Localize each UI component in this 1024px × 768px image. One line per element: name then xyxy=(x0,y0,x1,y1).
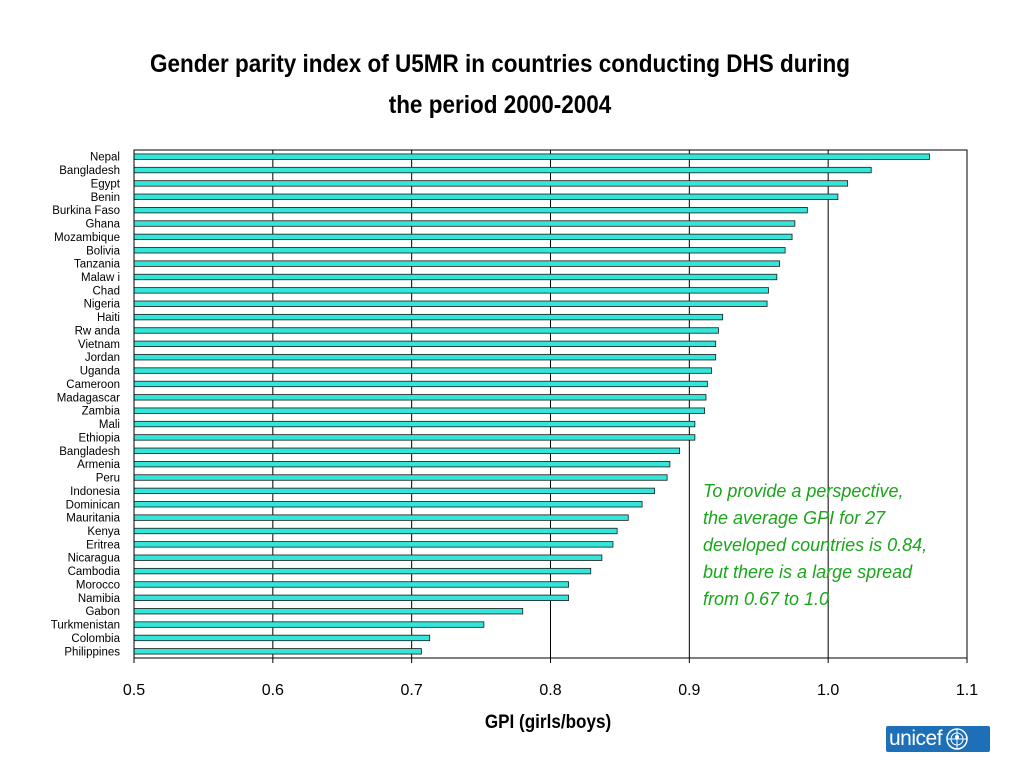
annotation-line: the average GPI for 27 xyxy=(703,508,886,528)
bar xyxy=(133,434,696,441)
bar xyxy=(133,407,706,414)
bar xyxy=(133,207,808,214)
annotation-line: from 0.67 to 1.0 xyxy=(703,589,830,609)
bar xyxy=(133,380,708,388)
x-axis-label: GPI (girls/boys) xyxy=(485,711,611,732)
category-label: Bangladesh xyxy=(59,446,120,458)
category-label: Burkina Faso xyxy=(52,205,120,217)
bar xyxy=(133,634,431,642)
category-label: Colombia xyxy=(71,633,120,645)
category-label: Madagascar xyxy=(57,392,120,404)
bar xyxy=(133,327,719,334)
bar xyxy=(133,220,796,227)
x-tick-label: 0.7 xyxy=(401,682,423,699)
bar xyxy=(133,394,707,401)
category-label: Nigeria xyxy=(84,299,121,311)
bar xyxy=(133,153,930,160)
unicef-emblem-icon xyxy=(946,728,968,750)
unicef-logo-text: unicef xyxy=(889,727,943,750)
bar xyxy=(133,514,629,521)
category-label: Turkmenistan xyxy=(51,620,120,632)
category-label: Dominican xyxy=(66,499,120,511)
category-label: Cameroon xyxy=(66,379,120,391)
category-label: Mauritania xyxy=(66,513,120,525)
annotation-line: but there is a large spread xyxy=(703,562,913,582)
annotation-line: To provide a perspective, xyxy=(703,481,904,501)
bar xyxy=(133,166,872,174)
category-label: Eritrea xyxy=(86,539,120,551)
bar xyxy=(133,287,769,294)
bar xyxy=(133,648,422,655)
bar xyxy=(133,273,778,281)
annotation-line: developed countries is 0.84, xyxy=(703,535,928,555)
bar xyxy=(133,233,793,241)
bar xyxy=(133,313,724,321)
bar xyxy=(133,554,603,561)
category-label: Kenya xyxy=(87,526,120,538)
x-tick-label: 1.1 xyxy=(956,682,978,699)
x-tick-label: 0.5 xyxy=(123,682,145,699)
x-tick-label: 0.8 xyxy=(539,682,561,699)
bar xyxy=(133,527,618,535)
bar xyxy=(133,567,592,575)
category-label: Uganda xyxy=(80,366,121,378)
category-label: Philippines xyxy=(64,646,120,658)
category-label: Zambia xyxy=(82,406,121,418)
category-label: Armenia xyxy=(77,459,120,471)
bar xyxy=(133,260,780,267)
category-label: Bangladesh xyxy=(59,165,120,177)
category-label: Benin xyxy=(91,192,120,204)
category-label: Bolivia xyxy=(86,245,120,257)
chart-title-line-1: Gender parity index of U5MR in countries… xyxy=(149,50,851,78)
bar xyxy=(133,487,656,495)
category-label: Indonesia xyxy=(70,486,120,498)
category-label: Jordan xyxy=(85,352,120,364)
bar xyxy=(133,354,717,361)
category-label: Malaw i xyxy=(81,272,120,284)
bar xyxy=(133,420,696,428)
bar xyxy=(133,474,668,481)
annotation-note: To provide a perspective, the average GP… xyxy=(703,478,1003,613)
category-label: Egypt xyxy=(91,178,121,190)
bar xyxy=(133,367,712,374)
category-label: Cambodia xyxy=(68,566,121,578)
bar xyxy=(133,447,681,454)
category-label: Gabon xyxy=(85,606,120,618)
bar xyxy=(133,501,643,508)
x-tick-label: 0.6 xyxy=(262,682,284,699)
chart-title: Gender parity index of U5MR in countries… xyxy=(104,44,896,126)
category-label: Nicaragua xyxy=(68,553,121,565)
bar xyxy=(133,581,569,588)
category-label: Ghana xyxy=(85,219,120,231)
chart-title-line-2: the period 2000-2004 xyxy=(388,91,612,119)
unicef-logo: unicef xyxy=(886,726,990,752)
category-label: Chad xyxy=(93,285,121,297)
category-label: Ethiopia xyxy=(78,432,120,444)
bar xyxy=(133,193,839,200)
bar xyxy=(133,608,524,615)
bar xyxy=(133,594,569,601)
category-label: Mali xyxy=(99,419,120,431)
bar xyxy=(133,180,849,187)
category-label: Mozambique xyxy=(54,232,120,244)
category-label: Namibia xyxy=(78,593,121,605)
x-tick-label: 1.0 xyxy=(817,682,839,699)
category-label: Haiti xyxy=(97,312,120,324)
bar xyxy=(133,340,717,347)
category-label: Tanzania xyxy=(74,259,121,271)
bar xyxy=(133,621,485,628)
category-label: Peru xyxy=(96,473,120,485)
bar xyxy=(133,461,671,468)
category-label: Morocco xyxy=(76,579,120,591)
category-label: Nepal xyxy=(90,152,120,164)
category-label: Vietnam xyxy=(78,339,120,351)
bar xyxy=(133,247,786,254)
bar xyxy=(133,300,768,307)
x-tick-label: 0.9 xyxy=(678,682,700,699)
category-label: Rw anda xyxy=(75,325,121,337)
x-axis-ticks: 0.5 0.6 0.7 0.8 0.9 1.0 1.1 xyxy=(123,658,978,699)
bar xyxy=(133,541,614,548)
